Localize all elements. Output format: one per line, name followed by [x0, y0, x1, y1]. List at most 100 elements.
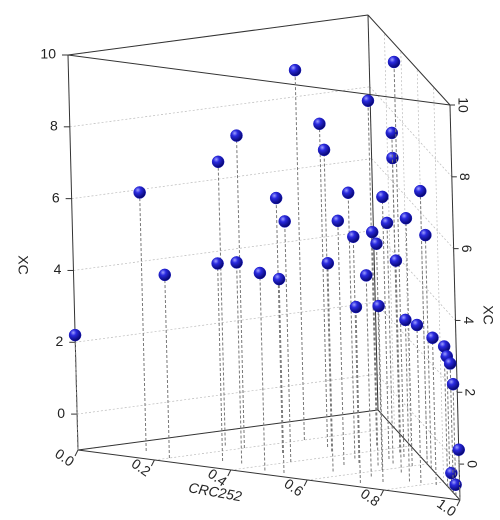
point [211, 257, 224, 270]
point [230, 129, 243, 142]
x-tick [227, 469, 232, 477]
point [370, 237, 383, 251]
drop-line [259, 272, 266, 471]
grid-line [307, 463, 428, 481]
point [133, 186, 146, 199]
axis-edge [449, 104, 461, 501]
drop-line [327, 263, 334, 472]
point [452, 443, 465, 456]
drop-line [139, 192, 147, 452]
x-tick-label: 0.8 [358, 485, 383, 509]
drop-line [284, 221, 292, 463]
x-tick-label: 0.2 [129, 455, 154, 479]
point [321, 256, 335, 270]
point [419, 228, 432, 242]
point [211, 155, 225, 169]
drop-line [375, 243, 383, 471]
grid-line [71, 158, 372, 199]
x-tick-label: 1.0 [434, 495, 459, 519]
axis-edge [67, 14, 369, 56]
point [365, 225, 379, 239]
point [230, 256, 243, 269]
z-axis-title: XC [15, 255, 31, 274]
drop-line [391, 132, 401, 453]
point [341, 186, 355, 200]
drop-line [164, 274, 170, 459]
z-tick-label: 0 [57, 405, 65, 421]
point [387, 55, 401, 69]
point [331, 214, 345, 228]
point [317, 143, 331, 157]
z-tick-label: 10 [40, 46, 56, 62]
drop-line [432, 337, 437, 486]
point [253, 266, 267, 280]
x-tick [456, 499, 461, 507]
drop-line [367, 100, 378, 446]
x-tick [150, 459, 155, 467]
point [426, 331, 439, 345]
point [359, 269, 373, 282]
point [361, 94, 375, 108]
drop-line [217, 263, 224, 462]
drop-line [386, 222, 394, 464]
axis-edge [67, 54, 451, 106]
axis-edge [77, 449, 461, 501]
point [380, 216, 394, 230]
grid-line [384, 32, 395, 429]
x-tick [74, 449, 79, 457]
point [446, 377, 460, 391]
grid-line [369, 86, 453, 178]
drop-line [381, 196, 390, 460]
drop-line [371, 232, 379, 466]
grid-line [77, 373, 378, 415]
point [410, 318, 424, 332]
axis-edge [367, 14, 379, 411]
drop-line [416, 324, 422, 484]
point [414, 184, 427, 198]
point [445, 466, 458, 480]
point [449, 478, 462, 491]
point [158, 268, 172, 282]
point [347, 230, 360, 244]
point [443, 357, 457, 370]
point [313, 117, 326, 131]
drop-line [458, 449, 461, 501]
drop-line [278, 279, 285, 474]
drop-line [405, 218, 413, 467]
point [385, 126, 399, 140]
x-tick [380, 489, 385, 497]
point [288, 63, 302, 77]
drop-line [378, 306, 384, 483]
drop-line [424, 235, 432, 469]
axis-edge [367, 14, 451, 106]
grid-line [400, 50, 412, 447]
z-axis-title-right: XC [480, 305, 496, 324]
z-tick-label: 4 [54, 261, 62, 277]
axis-edge [77, 409, 379, 451]
point [389, 254, 403, 267]
drop-line [275, 198, 284, 454]
z-tick-label-right: 2 [463, 388, 479, 396]
grid-line [433, 86, 444, 483]
drop-line [452, 384, 457, 496]
grid-line [75, 301, 376, 343]
z-tick-label: 6 [52, 189, 60, 205]
z-tick-label-right: 0 [464, 460, 480, 468]
point [272, 272, 286, 286]
point [269, 191, 283, 205]
drop-line [337, 220, 345, 466]
point [399, 211, 413, 225]
drop-line [323, 149, 333, 452]
z-tick-label-right: 10 [455, 97, 471, 113]
drop-line [236, 262, 243, 464]
x-tick [303, 479, 308, 487]
grid-line [376, 373, 460, 465]
axis-edge [67, 54, 79, 451]
point [376, 190, 389, 204]
z-tick-label-right: 6 [459, 245, 475, 253]
point [68, 328, 82, 342]
drop-line [404, 319, 410, 482]
point [399, 313, 412, 327]
x-tick-label: 0.6 [281, 475, 306, 499]
